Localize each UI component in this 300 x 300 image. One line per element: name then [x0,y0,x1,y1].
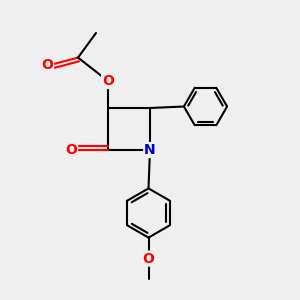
Text: N: N [144,143,156,157]
Text: O: O [41,58,53,72]
Text: O: O [102,74,114,88]
Text: O: O [65,143,77,157]
Text: O: O [142,252,154,266]
